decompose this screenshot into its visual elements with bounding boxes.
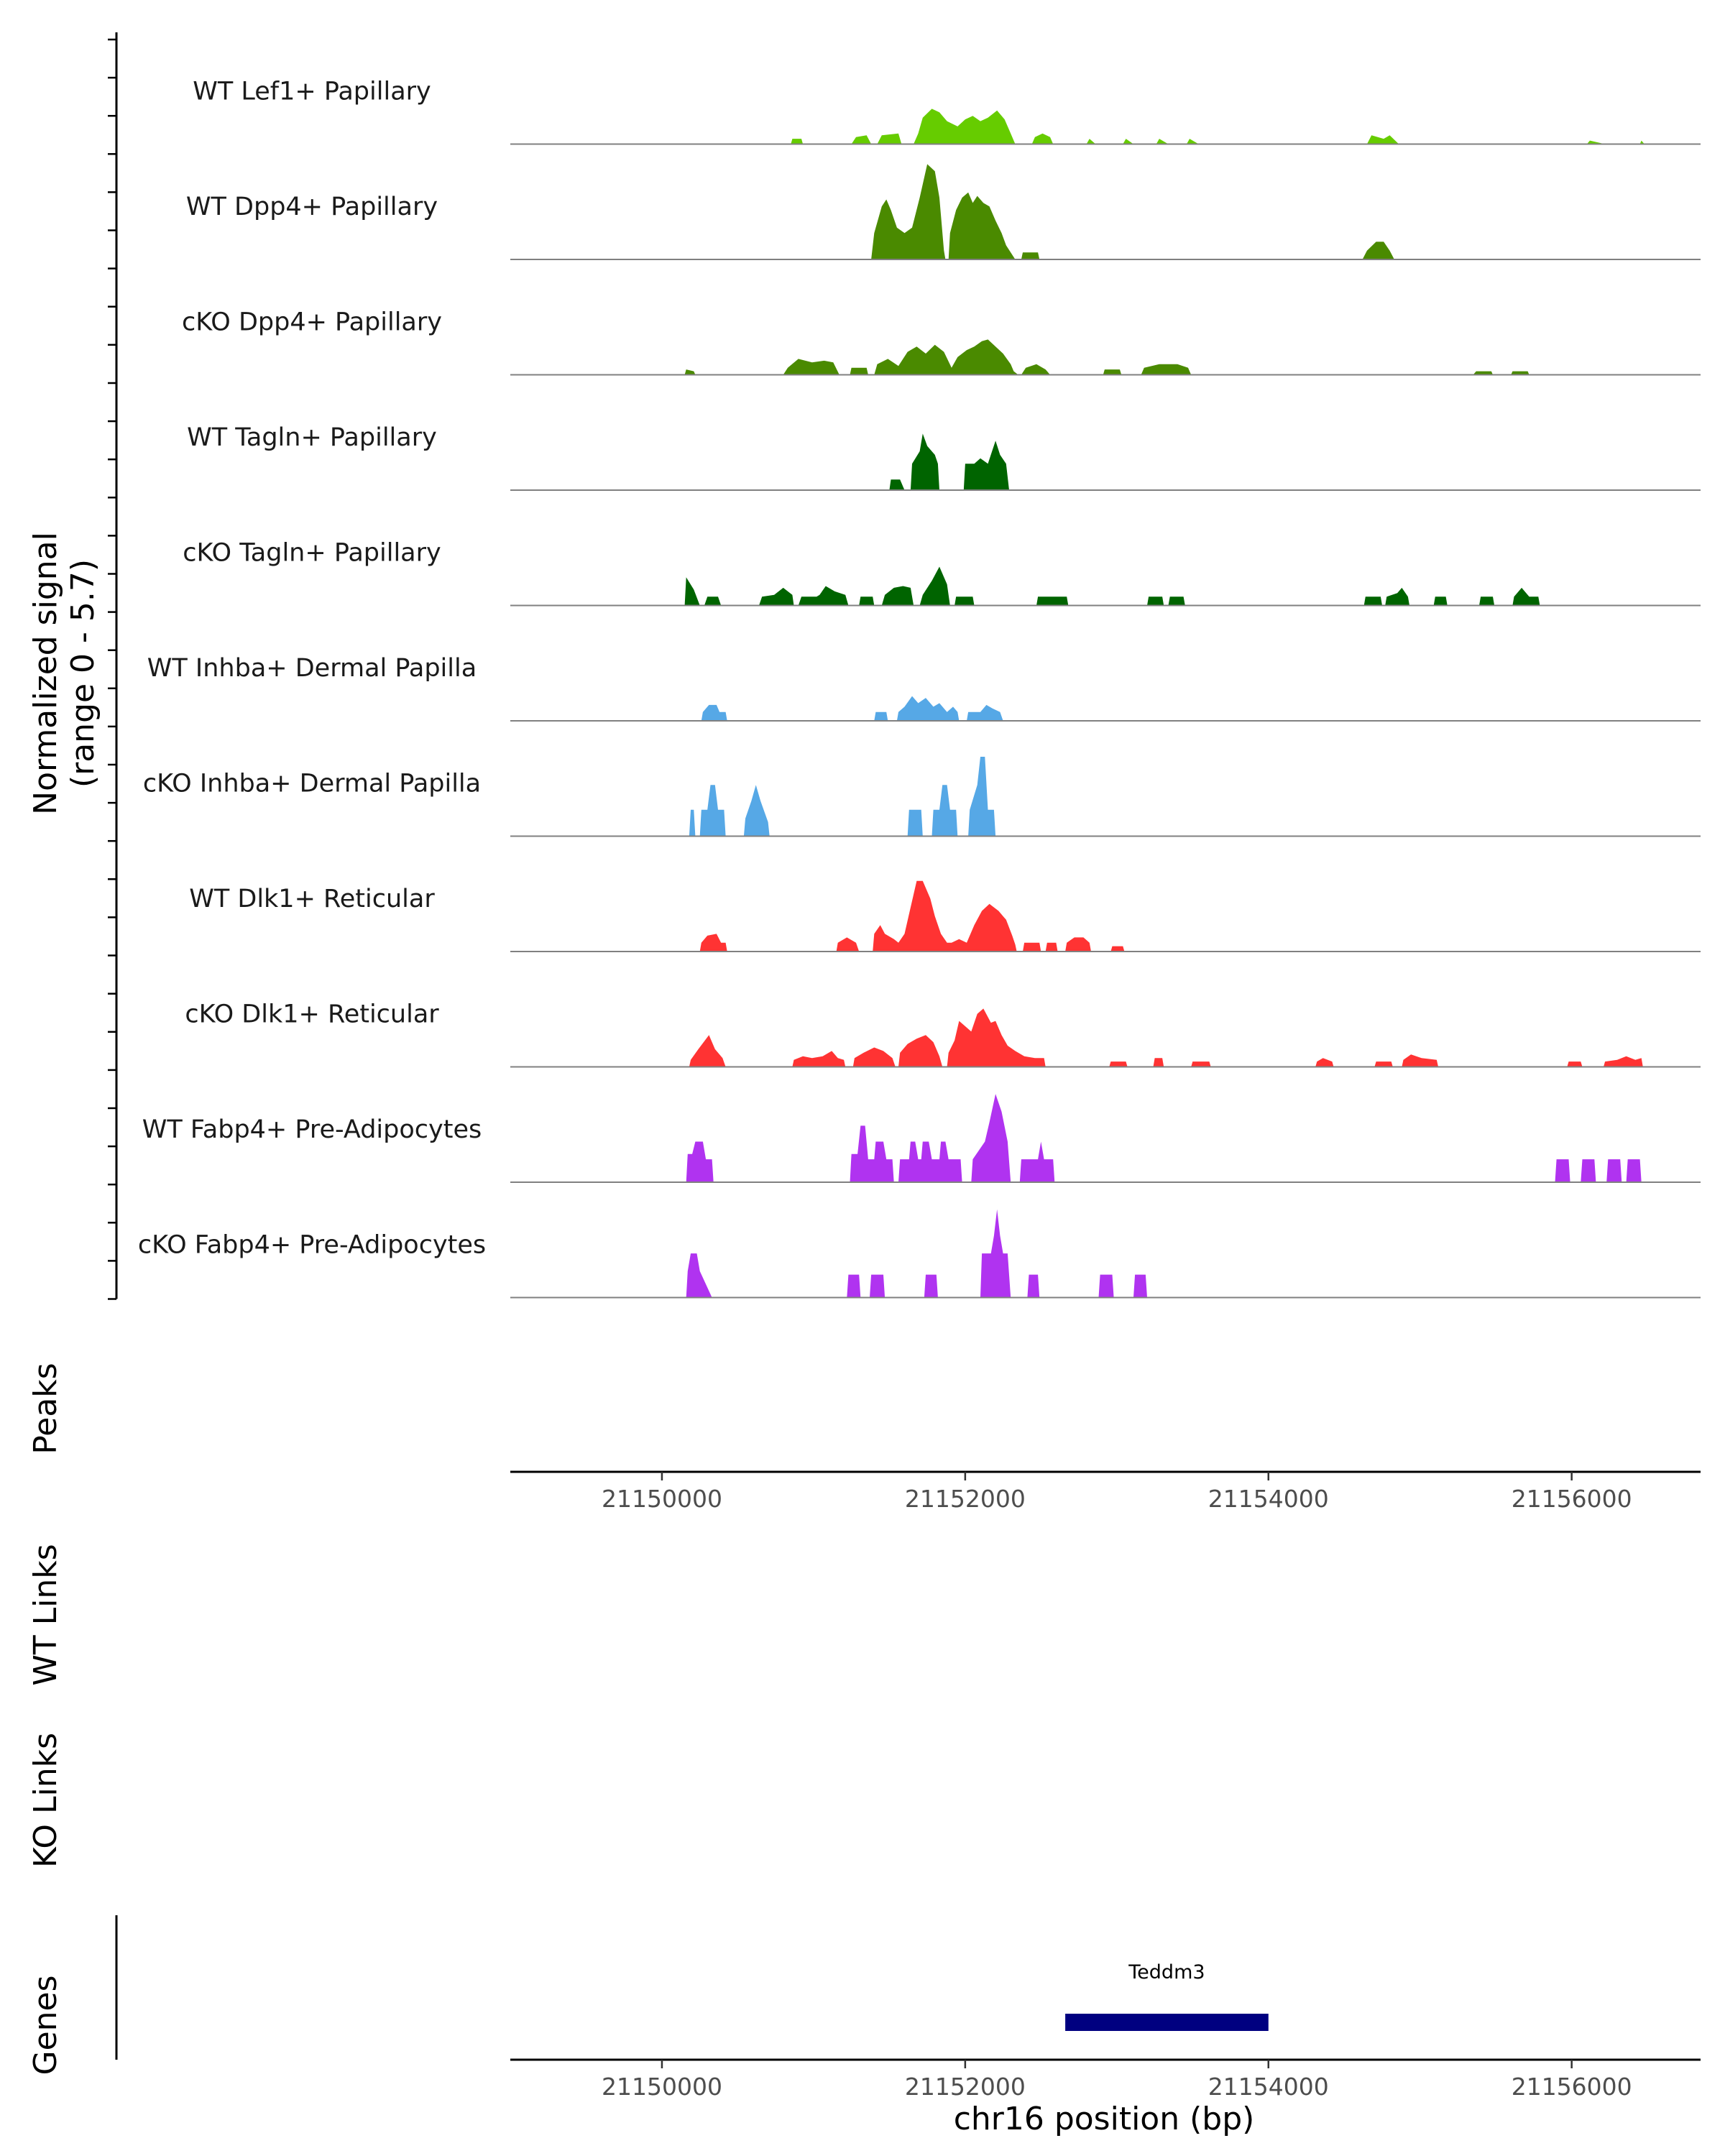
coverage-area	[654, 164, 1701, 259]
genes-x-axis: 21150000 21152000 21154000 21156000	[510, 2058, 1701, 2101]
coverage-tracks: WT Lef1+ Papillary WT Dpp4+ Papillary cKO …	[138, 78, 1701, 1299]
genes-panel-label: Genes	[27, 1975, 64, 2075]
coverage-track: WT Fabp4+ Pre-Adipocytes	[142, 1094, 1701, 1183]
track-label: WT Lef1+ Papillary	[193, 78, 431, 106]
track-label: cKO Inhba+ Dermal Papilla	[143, 770, 481, 798]
coverage-area	[654, 757, 1701, 837]
x-tick-label: 21152000	[905, 1485, 1026, 1513]
gene-label: Teddm3	[1128, 1961, 1205, 1984]
track-label: WT Tagln+ Papillary	[187, 423, 437, 452]
coverage-track: WT Tagln+ Papillary	[187, 423, 1701, 491]
coverage-area	[654, 433, 1701, 490]
track-label: cKO Dpp4+ Papillary	[182, 308, 442, 337]
ko-links-panel-label: KO Links	[27, 1733, 64, 1868]
coverage-track: cKO Fabp4+ Pre-Adipocytes	[138, 1209, 1701, 1299]
gene-feature: Teddm3	[1065, 1961, 1269, 2031]
coverage-area	[654, 339, 1701, 375]
coverage-track: cKO Dlk1+ Reticular	[185, 1000, 1701, 1068]
x-tick-label: 21156000	[1512, 2073, 1632, 2101]
x-tick-label: 21152000	[905, 2073, 1026, 2101]
gene-body	[1065, 2014, 1269, 2031]
track-label: WT Dpp4+ Papillary	[186, 193, 438, 221]
peaks-panel-label: Peaks	[27, 1363, 64, 1454]
track-label: cKO Tagln+ Papillary	[183, 539, 441, 568]
coverage-track: WT Lef1+ Papillary	[193, 78, 1701, 145]
track-label: cKO Dlk1+ Reticular	[185, 1000, 439, 1029]
coverage-y-axis	[108, 32, 118, 1300]
coverage-track: WT Dpp4+ Papillary	[186, 164, 1701, 260]
coverage-area	[654, 696, 1701, 721]
coverage-area	[654, 1094, 1701, 1182]
track-label: WT Fabp4+ Pre-Adipocytes	[142, 1115, 482, 1144]
coverage-track: cKO Tagln+ Papillary	[183, 539, 1701, 607]
y-axis-range-label: (range 0 - 5.7)	[65, 559, 101, 788]
coverage-area	[654, 1008, 1701, 1067]
coverage-track: cKO Inhba+ Dermal Papilla	[143, 757, 1701, 837]
track-label: WT Dlk1+ Reticular	[189, 885, 435, 913]
peaks-x-axis: 21150000 21152000 21154000 21156000	[510, 1470, 1701, 1513]
x-axis-title: chr16 position (bp)	[954, 2101, 1255, 2137]
gene-annotations: Teddm3	[1065, 1961, 1269, 2031]
x-tick-label: 21154000	[1208, 2073, 1329, 2101]
coverage-track: WT Dlk1+ Reticular	[189, 880, 1701, 952]
coverage-track: WT Inhba+ Dermal Papilla	[147, 654, 1701, 722]
x-tick-label: 21154000	[1208, 1485, 1329, 1513]
track-label: WT Inhba+ Dermal Papilla	[147, 654, 477, 683]
y-axis-title: Normalized signal	[27, 532, 64, 815]
coverage-track: cKO Dpp4+ Papillary	[182, 308, 1701, 376]
coverage-area	[654, 880, 1701, 952]
x-tick-label: 21150000	[602, 2073, 722, 2101]
wt-links-panel-label: WT Links	[27, 1544, 64, 1685]
x-tick-label: 21150000	[602, 1485, 722, 1513]
track-label: cKO Fabp4+ Pre-Adipocytes	[138, 1231, 486, 1260]
coverage-area	[654, 566, 1701, 606]
x-tick-label: 21156000	[1512, 1485, 1632, 1513]
